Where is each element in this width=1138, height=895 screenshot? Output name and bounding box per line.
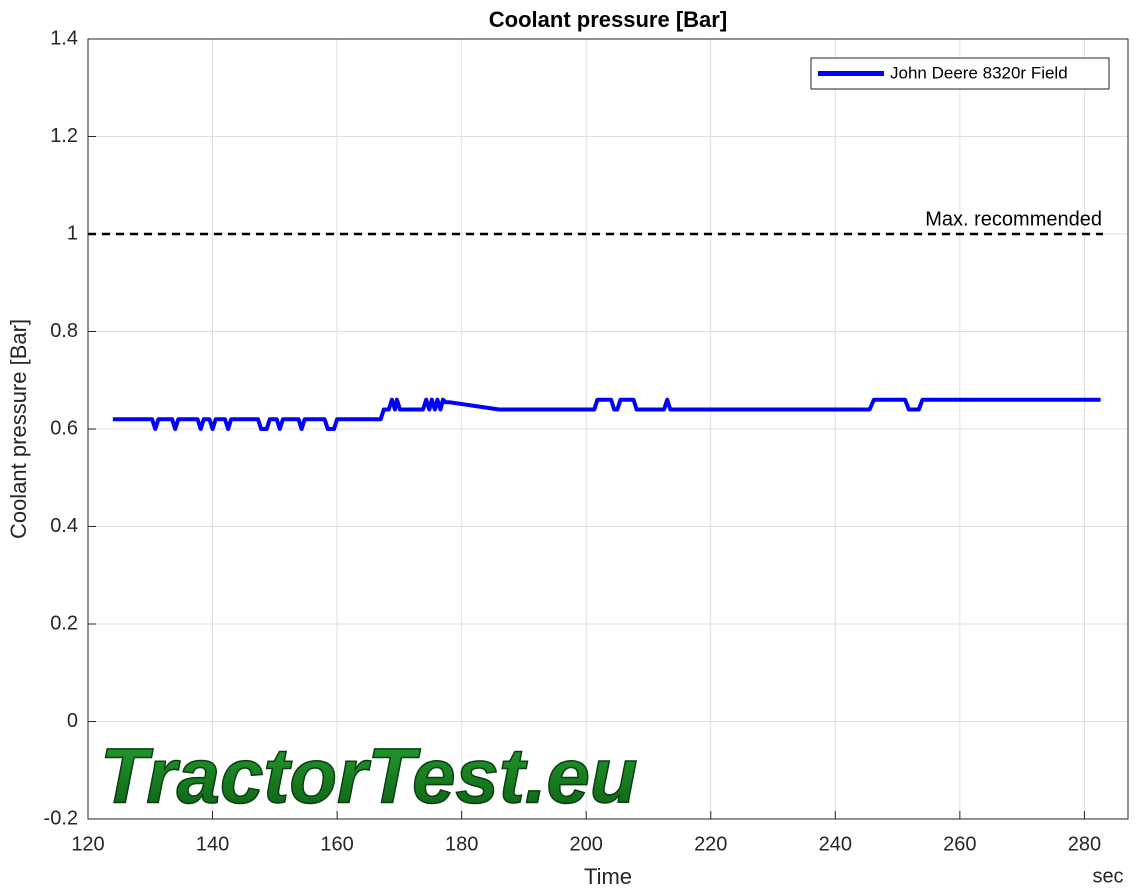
y-tick-label: 0.4	[50, 515, 78, 537]
y-axis-label: Coolant pressure [Bar]	[6, 319, 31, 539]
x-tick-label: 140	[196, 833, 229, 855]
y-tick-label: 0.8	[50, 320, 78, 342]
x-tick-label: 240	[819, 833, 852, 855]
x-tick-label: 160	[320, 833, 353, 855]
x-tick-label: 120	[71, 833, 104, 855]
data-line	[112, 397, 1101, 431]
x-tick-label: 180	[445, 833, 478, 855]
y-tick-label: 1.2	[50, 125, 78, 147]
watermark: TractorTest.eu	[100, 732, 638, 820]
plot-frame	[87, 38, 1129, 820]
y-tick-label: 0	[67, 710, 78, 732]
legend-label: John Deere 8320r Field	[890, 63, 1068, 82]
x-tick-label: 220	[694, 833, 727, 855]
reference-label: Max. recommended	[925, 208, 1102, 230]
y-tick-label: 0.2	[50, 612, 78, 634]
y-tick-label: 1	[67, 222, 78, 244]
x-axis-unit: sec	[1092, 865, 1123, 887]
y-tick-label: -0.2	[44, 807, 78, 829]
chart-title: Coolant pressure [Bar]	[489, 7, 727, 32]
y-tick-label: 0.6	[50, 417, 78, 439]
x-tick-label: 280	[1068, 833, 1101, 855]
x-tick-label: 260	[943, 833, 976, 855]
x-tick-label: 200	[570, 833, 603, 855]
y-tick-label: 1.4	[50, 27, 78, 49]
x-axis-label: Time	[584, 864, 632, 889]
